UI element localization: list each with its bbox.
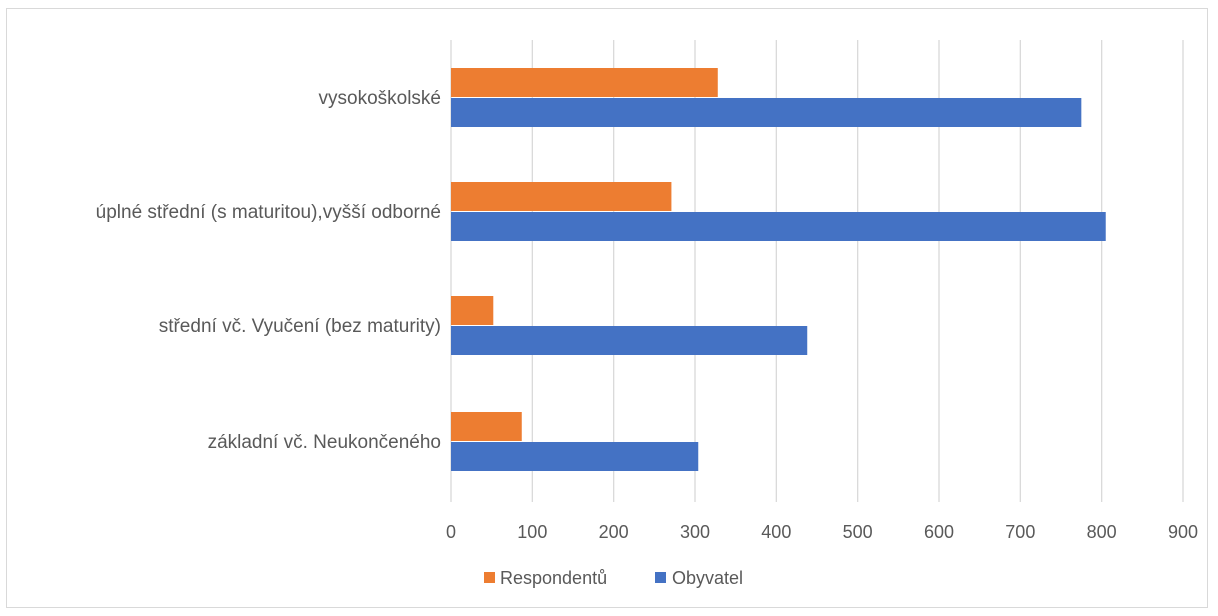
legend-swatch-respondentu (484, 572, 495, 583)
x-tick-label-400: 400 (761, 522, 791, 542)
bar-obyvatel-zakladni-vc-neukonceneho (451, 442, 699, 471)
bar-obyvatel-vysokoskolske (451, 98, 1082, 127)
legend-swatch-obyvatel (655, 572, 666, 583)
x-tick-label-100: 100 (517, 522, 547, 542)
x-tick-label-700: 700 (1005, 522, 1035, 542)
bar-obyvatel-uplne-stredni-s-maturitou-vyssi-odborne (451, 212, 1106, 241)
category-label-stredni-vc-vyuceni-bez-maturity: střední vč. Vyučení (bez maturity) (159, 316, 441, 337)
x-tick-label-300: 300 (680, 522, 710, 542)
category-labels: vysokoškolské úplné střední (s maturitou)… (96, 88, 441, 453)
category-label-vysokoskolske: vysokoškolské (319, 88, 442, 109)
category-label-zakladni-vc-neukonceneho: základní vč. Neukončeného (208, 432, 441, 453)
bars (451, 68, 1106, 471)
legend-label-obyvatel: Obyvatel (672, 568, 743, 588)
bar-respondentu-vysokoskolske (451, 68, 718, 97)
x-tick-label-600: 600 (924, 522, 954, 542)
legend-label-respondentu: Respondentů (500, 568, 607, 588)
category-label-uplne-stredni-s-maturitou-vyssi-odborne: úplné střední (s maturitou),vyšší odborn… (96, 202, 441, 223)
x-tick-label-800: 800 (1087, 522, 1117, 542)
bar-respondentu-uplne-stredni-s-maturitou-vyssi-odborne (451, 182, 672, 211)
x-tick-label-500: 500 (843, 522, 873, 542)
bar-respondentu-zakladni-vc-neukonceneho (451, 412, 522, 441)
x-tick-label-0: 0 (446, 522, 456, 542)
x-tick-label-900: 900 (1168, 522, 1198, 542)
x-tick-label-200: 200 (599, 522, 629, 542)
bar-obyvatel-stredni-vc-vyuceni-bez-maturity (451, 326, 808, 355)
x-axis-tick-labels: 0 100 200 300 400 500 600 700 800 900 (446, 522, 1198, 542)
legend: Respondentů Obyvatel (484, 568, 743, 588)
bar-respondentu-stredni-vc-vyuceni-bez-maturity (451, 296, 494, 325)
